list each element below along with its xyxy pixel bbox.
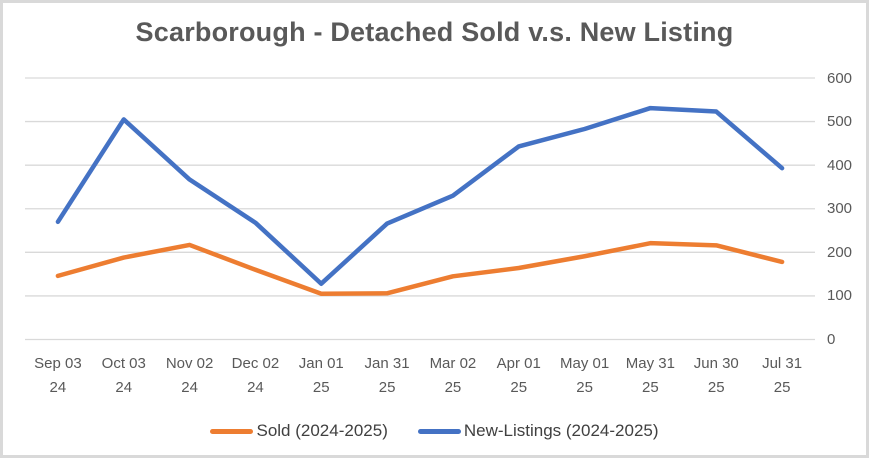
x-tick-label: May 01 25 [559,355,610,396]
x-tick-label: Apr 01 25 [496,355,541,396]
y-tick-label: 100 [827,287,853,305]
x-tick-label: Dec 02 24 [231,355,280,396]
series-line-0 [55,240,785,296]
new-listings-series-swatch-icon [417,428,461,434]
legend: Sold (2024-2025) New-Listings (2024-2025… [3,421,866,441]
x-tick-label: May 31 25 [625,355,676,396]
y-tick-label: 200 [827,243,853,261]
legend-item-sold: Sold (2024-2025) [210,421,388,441]
chart-title: Scarborough - Detached Sold v.s. New Lis… [135,17,734,47]
x-tick-label: Nov 02 24 [165,355,214,396]
y-tick-label: 600 [827,69,853,87]
legend-label-new-listings: New-Listings (2024-2025) [463,421,659,440]
x-tick-label: Oct 03 24 [101,355,146,396]
plot-area [25,77,815,341]
x-tick-label: Jan 01 25 [298,355,344,396]
x-tick-label: Jul 31 25 [762,355,803,396]
legend-item-new-listings: New-Listings (2024-2025) [417,421,659,441]
x-tick-label: Mar 02 25 [429,355,477,396]
x-tick-label: Jan 31 25 [364,355,410,396]
sold-series-swatch-icon [210,428,254,434]
x-tick-label: Sep 03 24 [34,355,82,396]
y-tick-label: 0 [827,331,836,348]
y-tick-label: 500 [827,113,853,131]
y-tick-label: 400 [827,156,853,174]
legend-label-sold: Sold (2024-2025) [256,421,388,440]
y-tick-label: 300 [827,200,853,218]
series-line-1 [55,105,785,286]
x-tick-label: Jun 30 25 [693,355,739,396]
